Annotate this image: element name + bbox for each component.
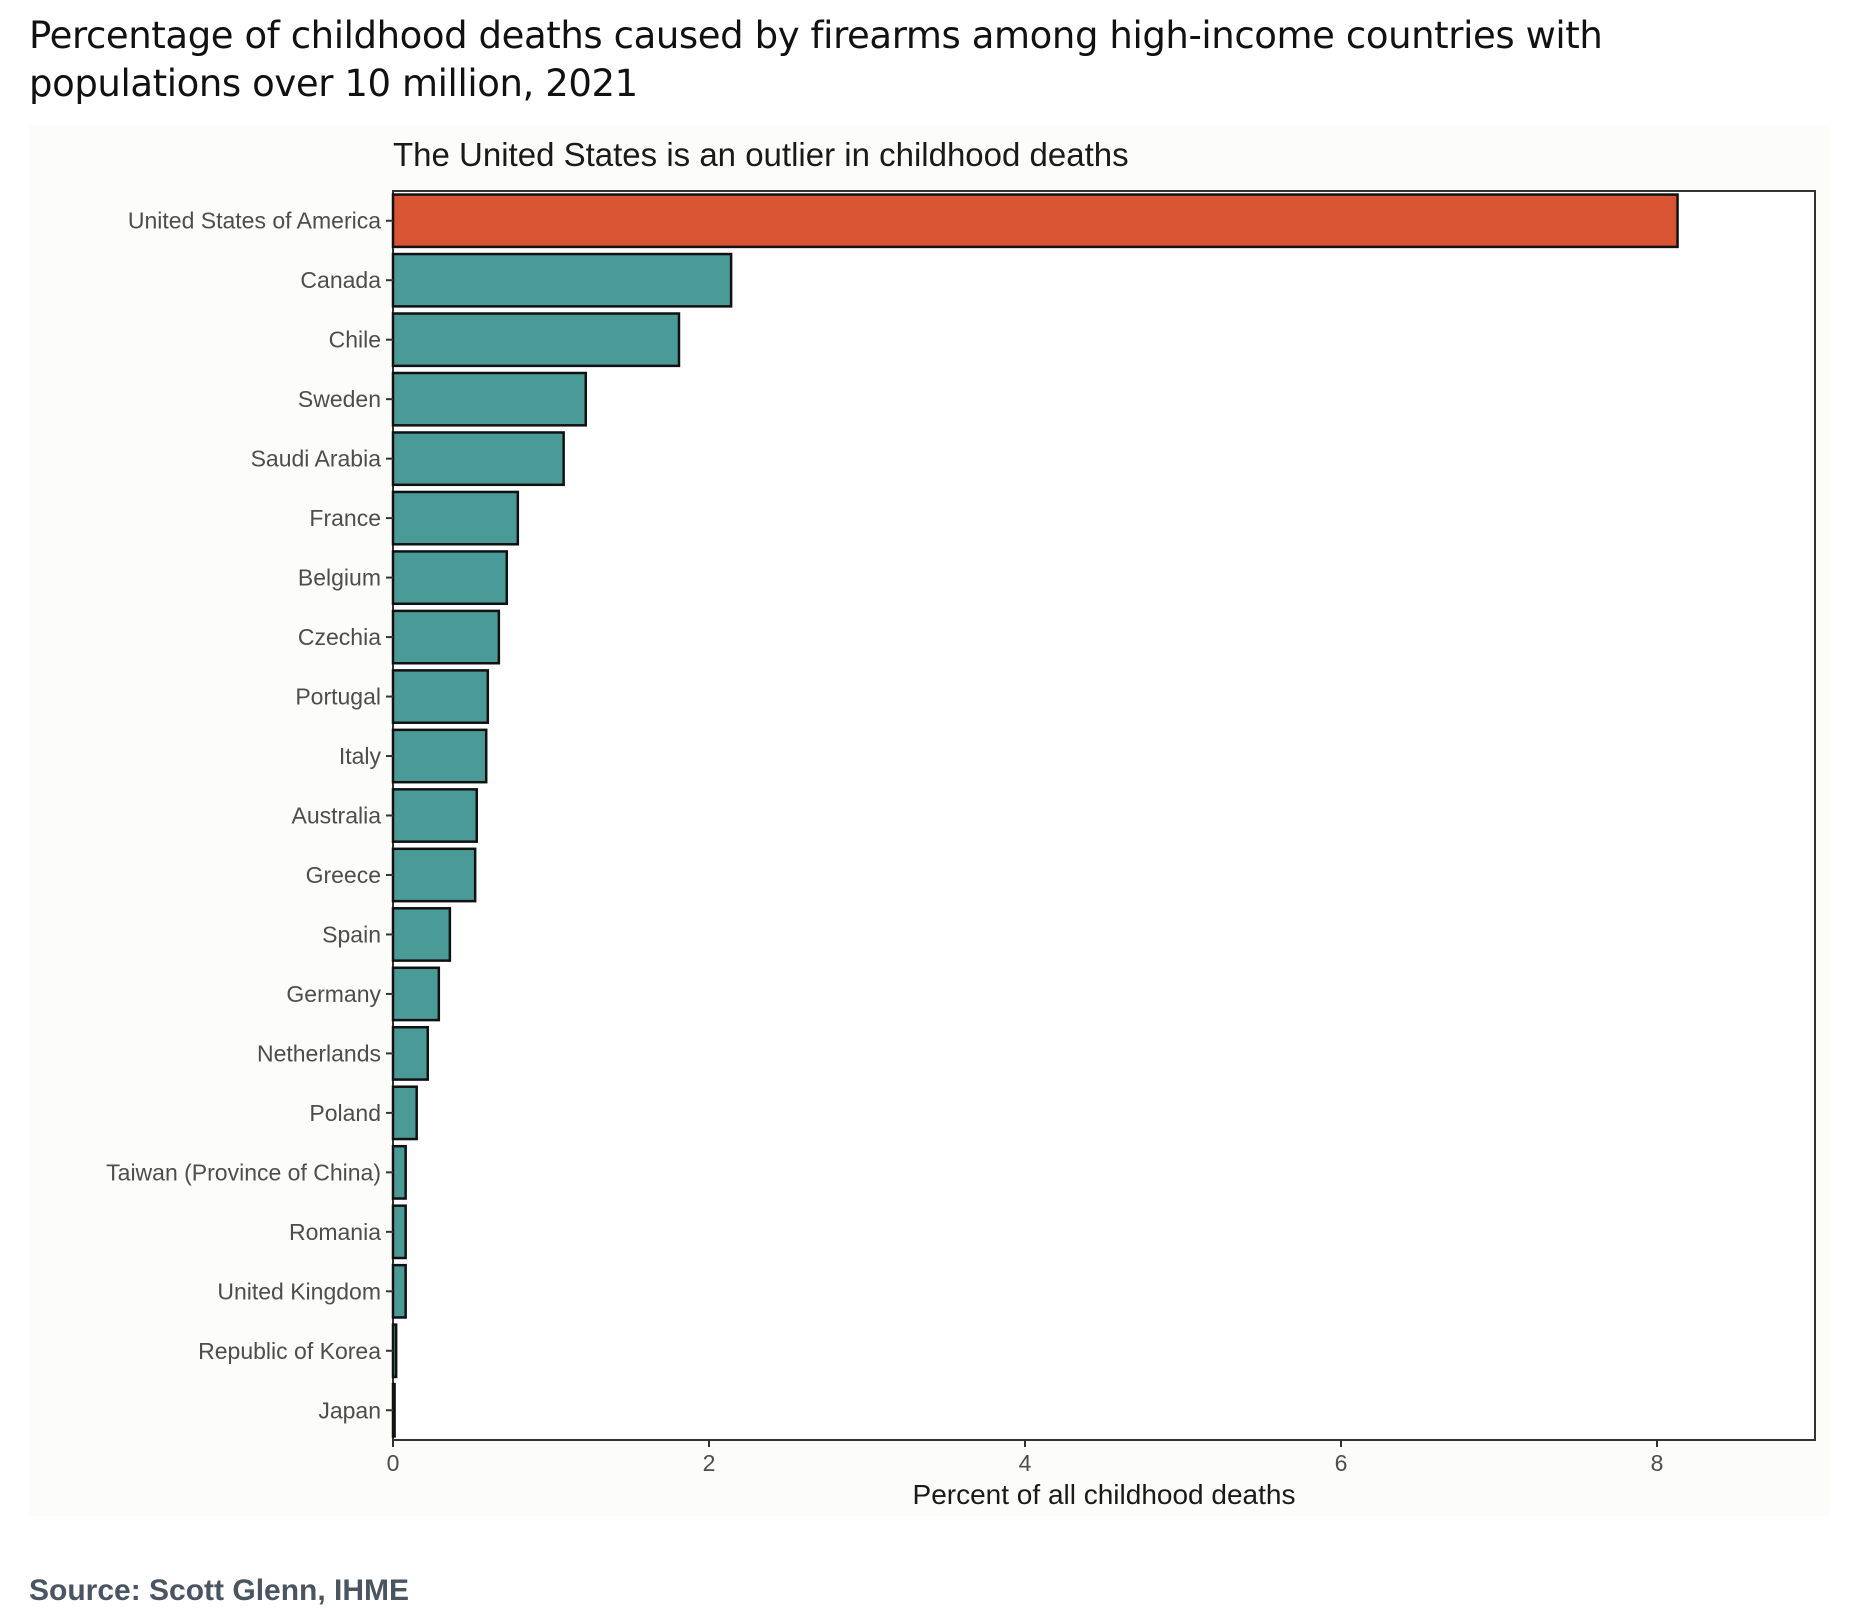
y-tick-label: Italy <box>339 743 382 769</box>
plot-panel <box>392 190 1816 1441</box>
bar <box>391 1085 418 1141</box>
y-tick-label: Republic of Korea <box>198 1338 381 1364</box>
y-tick-label: Chile <box>329 327 381 353</box>
y-tick-label: Taiwan (Province of China) <box>106 1159 381 1185</box>
bar <box>391 1263 407 1319</box>
y-tick-label: Belgium <box>298 565 381 591</box>
x-tick-label: 2 <box>703 1450 716 1476</box>
x-axis: 0 2 4 6 8 <box>387 1440 1664 1476</box>
y-axis: United States of America Canada Chile Swede… <box>106 208 393 1423</box>
bar <box>391 669 490 724</box>
y-tick-label: Spain <box>322 921 381 947</box>
bar <box>391 252 733 308</box>
x-tick-label: 6 <box>1335 1450 1348 1476</box>
bar <box>391 907 452 962</box>
y-tick-label: Greece <box>306 862 381 888</box>
chart-figure: The United States is an outlier in child… <box>29 126 1829 1516</box>
bar <box>391 371 588 427</box>
bar <box>391 1323 398 1379</box>
bar <box>391 1144 407 1200</box>
bar <box>391 788 478 843</box>
bar-chart: The United States is an outlier in child… <box>106 136 1816 1510</box>
y-tick-label: Netherlands <box>257 1040 381 1066</box>
bar <box>391 1204 407 1260</box>
x-axis-title: Percent of all childhood deaths <box>913 1479 1296 1510</box>
page-title: Percentage of childhood deaths caused by… <box>29 14 1603 105</box>
y-tick-label: Sweden <box>298 386 381 412</box>
source-note: Source: Scott Glenn, IHME <box>29 1574 410 1607</box>
y-tick-label: Portugal <box>295 684 381 710</box>
y-tick-label: United States of America <box>128 208 381 234</box>
bar <box>391 550 509 606</box>
y-tick-label: Canada <box>300 267 381 293</box>
bar <box>391 1382 396 1438</box>
y-tick-label: Australia <box>292 803 382 829</box>
x-tick-label: 0 <box>387 1450 400 1476</box>
bar <box>391 312 681 368</box>
bar <box>391 847 477 903</box>
y-tick-label: Czechia <box>298 624 381 650</box>
y-tick-label: France <box>309 505 381 531</box>
chart-subtitle: The United States is an outlier in child… <box>393 136 1129 173</box>
bar <box>391 728 488 784</box>
bar <box>391 193 1679 249</box>
y-tick-label: Germany <box>286 981 381 1007</box>
x-tick-label: 8 <box>1651 1450 1664 1476</box>
bar <box>391 490 520 546</box>
bar <box>391 966 441 1022</box>
bar <box>391 609 501 665</box>
y-tick-label: Poland <box>309 1100 381 1126</box>
bars-group <box>391 193 1679 1438</box>
y-tick-label: United Kingdom <box>217 1278 381 1304</box>
bar <box>391 1025 430 1081</box>
y-tick-label: Saudi Arabia <box>251 446 382 472</box>
y-tick-label: Romania <box>289 1219 381 1245</box>
y-tick-label: Japan <box>318 1397 381 1423</box>
x-tick-label: 4 <box>1019 1450 1032 1476</box>
bar <box>391 431 565 487</box>
